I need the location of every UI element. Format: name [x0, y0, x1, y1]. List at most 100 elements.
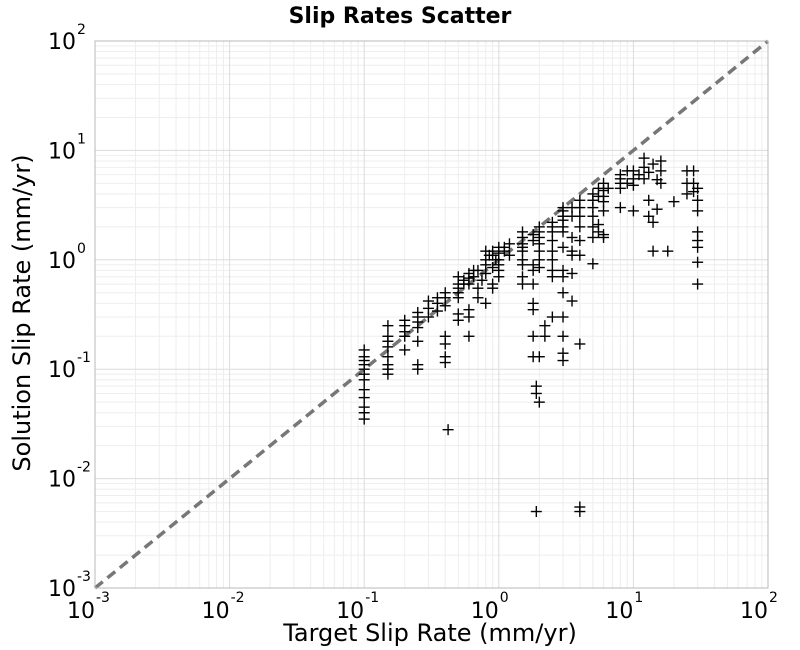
data-point [557, 287, 569, 299]
data-point [668, 196, 680, 208]
data-point [472, 264, 484, 276]
x-tick-base: 10 [336, 599, 364, 624]
y-axis-label: Solution Slip Rate (mm/yr) [8, 154, 36, 471]
data-point [574, 210, 586, 222]
data-point [592, 226, 604, 238]
data-point [692, 241, 704, 253]
data-point [598, 229, 610, 241]
data-point [557, 226, 569, 238]
data-point [358, 351, 370, 363]
data-point [566, 295, 578, 307]
data-point [602, 182, 614, 194]
x-tick-exponent: -2 [231, 590, 245, 606]
data-point [493, 271, 505, 283]
data-point [621, 177, 633, 189]
data-point [587, 231, 599, 243]
data-point [517, 278, 529, 290]
y-tick-base: 10 [48, 139, 76, 164]
data-point [557, 330, 569, 342]
y-tick-base: 10 [48, 577, 76, 602]
identity-reference-line [93, 39, 770, 590]
data-point [399, 330, 411, 342]
x-tick-label: 102 [740, 590, 778, 624]
data-point [452, 292, 464, 304]
x-tick-exponent: 2 [769, 590, 778, 606]
data-point [480, 297, 492, 309]
data-point [638, 152, 650, 164]
data-point [614, 182, 626, 194]
data-point [574, 338, 586, 350]
data-point [692, 278, 704, 290]
data-point [487, 262, 499, 274]
data-point [358, 392, 370, 404]
y-tick-exponent: 0 [77, 241, 86, 257]
x-tick-label: 10-3 [67, 590, 110, 624]
x-tick-label: 101 [605, 590, 643, 624]
data-point [557, 241, 569, 253]
y-tick-exponent: -1 [77, 350, 91, 366]
data-point [472, 292, 484, 304]
data-point [463, 304, 475, 316]
data-point [574, 221, 586, 233]
data-point [574, 501, 586, 513]
data-point [662, 245, 674, 257]
data-point [614, 202, 626, 214]
data-point [546, 311, 558, 323]
x-tick-exponent: -3 [96, 590, 110, 606]
data-point [574, 249, 586, 261]
data-point [527, 264, 539, 276]
data-point [463, 330, 475, 342]
x-tick-label: 100 [471, 590, 509, 624]
data-point [643, 166, 655, 178]
data-points [358, 152, 704, 518]
data-point [566, 267, 578, 279]
data-point [476, 274, 488, 286]
data-point [598, 196, 610, 208]
data-point [358, 413, 370, 425]
data-point [539, 320, 551, 332]
y-tick-label: 10 1 [48, 131, 86, 164]
data-point [517, 226, 529, 238]
data-point [692, 256, 704, 268]
data-point [527, 304, 539, 316]
data-point [638, 161, 650, 173]
data-point [530, 380, 542, 392]
data-point [382, 320, 394, 332]
data-point [452, 271, 464, 283]
x-tick-label: 10-1 [336, 590, 379, 624]
data-point [452, 314, 464, 326]
data-point [681, 188, 693, 200]
data-point [530, 506, 542, 518]
y-tick-exponent: 2 [77, 22, 86, 38]
data-point [399, 344, 411, 356]
data-point [533, 351, 545, 363]
data-point [692, 205, 704, 217]
x-tick-base: 10 [740, 599, 768, 624]
y-tick-label: 10 -2 [48, 460, 91, 493]
y-tick-exponent: -2 [77, 460, 91, 476]
y-tick-base: 10 [48, 249, 76, 274]
x-tick-base: 10 [202, 599, 230, 624]
data-point [503, 249, 515, 261]
data-point [566, 231, 578, 243]
data-point [527, 235, 539, 247]
y-tick-label: 10 0 [48, 241, 86, 274]
data-point [399, 320, 411, 332]
data-point [472, 282, 484, 294]
data-point [647, 158, 659, 170]
x-tick-base: 10 [471, 599, 499, 624]
x-tick-base: 10 [605, 599, 633, 624]
data-point [692, 194, 704, 206]
y-tick-label: 10 -1 [48, 350, 91, 383]
data-point [546, 254, 558, 266]
y-tick-label: 10 -3 [48, 569, 91, 602]
data-point [651, 203, 663, 215]
chart-title: Slip Rates Scatter [289, 4, 512, 29]
data-point [382, 363, 394, 375]
data-point [546, 271, 558, 283]
data-point [643, 210, 655, 222]
data-point [463, 278, 475, 290]
data-point [539, 330, 551, 342]
